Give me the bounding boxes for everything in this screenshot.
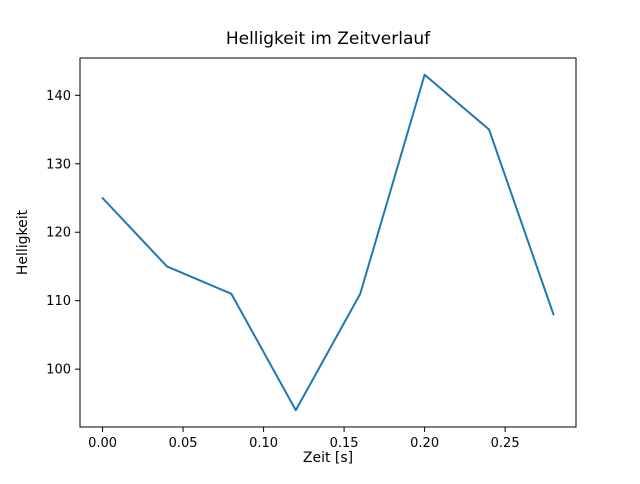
x-tick-label: 0.25 [491,436,520,451]
axes: 0.00 0.05 0.10 0.15 0.20 0.25 100 110 120 130 140 [46,57,577,451]
x-axis-label: Zeit [s] [303,450,353,466]
x-tick-label: 0.05 [169,436,198,451]
chart-title: Helligkeit im Zeitverlauf [226,29,431,49]
data-line [101,73,555,412]
y-tick-label: 140 [46,89,71,104]
x-tick-label: 0.15 [330,436,359,451]
y-axis-label: Helligkeit [15,209,31,275]
y-tick-label: 130 [46,157,71,172]
y-tick-label: 120 [46,226,71,241]
x-tick-label: 0.10 [249,436,278,451]
y-tick-label: 110 [46,294,71,309]
x-tick-label: 0.20 [410,436,439,451]
x-tick-label: 0.00 [88,436,117,451]
axes-frame [79,57,577,428]
y-tick-label: 100 [46,363,71,378]
